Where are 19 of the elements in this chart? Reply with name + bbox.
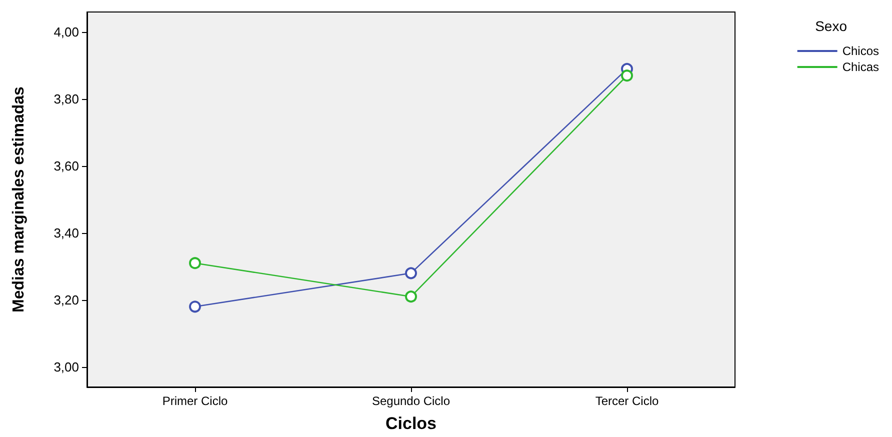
y-tick-label: 4,00: [54, 24, 79, 40]
y-tick-label: 3,00: [54, 359, 79, 374]
legend-label: Chicas: [842, 60, 880, 74]
y-tick-label: 3,20: [54, 292, 79, 308]
x-tick-label: Segundo Ciclo: [372, 394, 450, 408]
point: [405, 267, 417, 280]
point: [189, 257, 201, 270]
x-axis-title: Ciclos: [385, 414, 437, 433]
point: [405, 290, 417, 303]
point: [621, 70, 633, 82]
x-tick-label: Primer Ciclo: [162, 394, 228, 408]
legend-title: Sexo: [815, 18, 848, 34]
y-tick-label: 3,40: [54, 225, 79, 240]
x-tick-label: Tercer Ciclo: [595, 394, 659, 408]
y-tick-label: 3,80: [54, 92, 79, 107]
y-tick-label: 3,60: [54, 158, 79, 174]
point: [189, 300, 201, 313]
y-axis-title: Medias marginales estimadas: [10, 86, 28, 312]
legend-label: Chicos: [842, 44, 880, 58]
